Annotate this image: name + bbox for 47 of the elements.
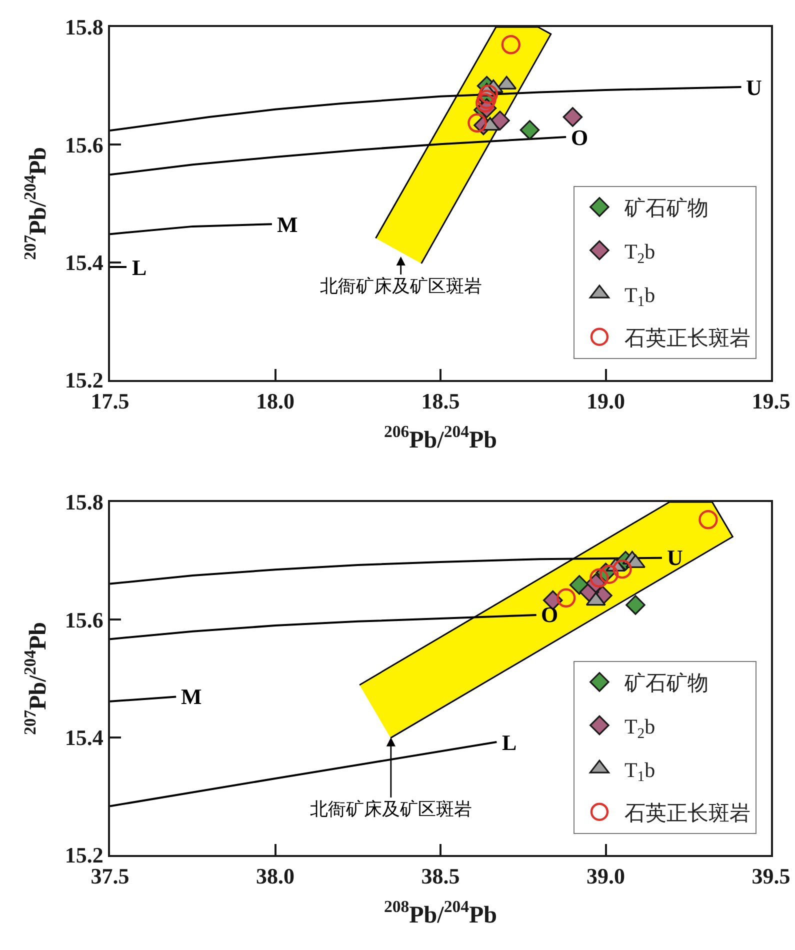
series-label: U: [746, 75, 762, 100]
point: [612, 559, 632, 579]
series-label: O: [541, 602, 558, 627]
series-label: O: [571, 125, 588, 150]
point: [520, 120, 540, 140]
y-tick-label: 15.6: [64, 132, 104, 158]
point: [590, 568, 609, 588]
legend-label: 石英正长斑岩: [624, 326, 750, 350]
x-tick-label: 18.0: [256, 388, 294, 414]
series-label: L: [132, 255, 147, 280]
legend-label: 矿石矿物: [623, 671, 708, 696]
y-tick-label: 15.4: [64, 725, 104, 750]
y-tick-label: 15.8: [64, 14, 104, 40]
point: [562, 107, 583, 127]
x-axis-title: $^{208}$Pb/$^{204}$Pb: [384, 897, 498, 928]
x-tick-label: 19.0: [586, 388, 625, 414]
x-axis-title: $^{206}$Pb/$^{204}$Pb: [384, 422, 498, 454]
legend-label: T$_{1}$b: [624, 758, 656, 786]
y-tick-label: 15.6: [64, 607, 104, 632]
x-tick-label: 39.5: [752, 864, 790, 889]
x-tick-label: 18.5: [421, 388, 460, 414]
point: [556, 588, 576, 608]
series-label: M: [181, 684, 202, 709]
annotation: 北衙矿床及矿区斑岩: [320, 276, 482, 297]
annotation: 北衙矿床及矿区斑岩: [310, 799, 472, 820]
y-tick-label: 15.4: [64, 250, 104, 276]
x-tick-label: 39.0: [586, 864, 625, 889]
x-tick-label: 38.0: [256, 864, 294, 889]
point: [626, 595, 646, 615]
series-label: M: [277, 212, 298, 237]
legend-label: T$_{2}$b: [624, 714, 656, 742]
point: [478, 84, 498, 104]
legend-label: T$_{2}$b: [624, 239, 656, 267]
point: [698, 510, 718, 530]
x-tick-label: 38.5: [421, 864, 460, 889]
point: [501, 35, 520, 54]
y-tick-label: 15.8: [64, 490, 104, 515]
legend-label: T$_{1}$b: [624, 282, 656, 310]
series-label: L: [502, 730, 517, 755]
legend-label: 矿石矿物: [623, 196, 708, 220]
series-label: U: [667, 545, 683, 570]
legend-label: 石英正长斑岩: [624, 801, 750, 826]
point: [599, 564, 619, 584]
point: [468, 113, 487, 132]
point: [490, 110, 510, 130]
x-tick-label: 19.5: [752, 388, 790, 414]
point: [476, 93, 495, 112]
